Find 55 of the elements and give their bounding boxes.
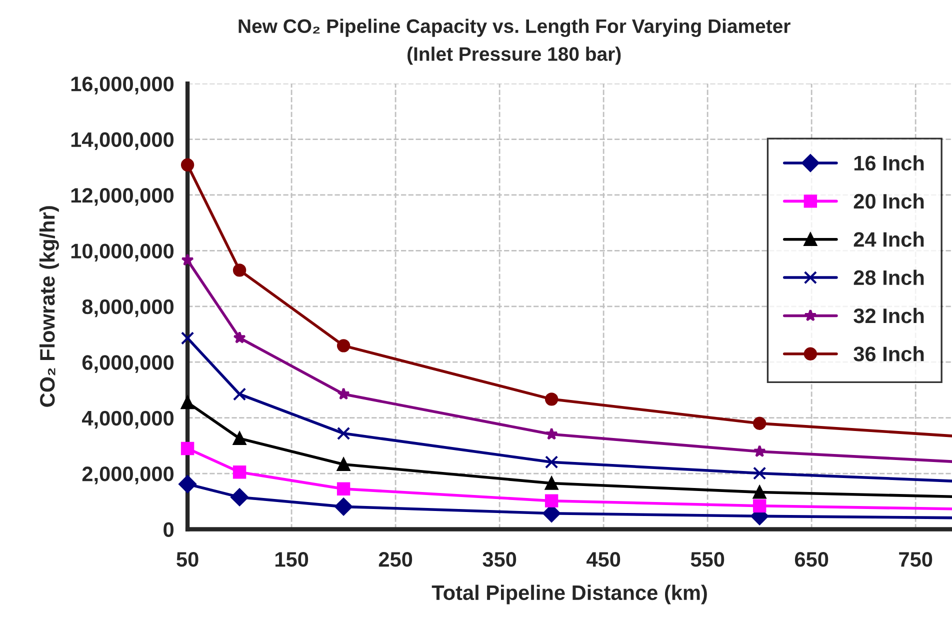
point	[544, 494, 558, 508]
x-tick-label: 450	[586, 552, 620, 567]
y-tick-label: 2,000,000	[82, 466, 174, 484]
x-tick-label: 150	[275, 552, 308, 567]
point	[180, 442, 194, 456]
point	[180, 158, 194, 172]
y-tick-label: 12,000,000	[71, 188, 174, 206]
point	[545, 428, 558, 440]
point	[752, 499, 766, 512]
point	[180, 396, 194, 410]
point	[336, 482, 350, 496]
point	[180, 332, 194, 345]
point	[336, 458, 350, 471]
point	[232, 388, 246, 401]
point	[232, 466, 246, 479]
y-tick-label: 0	[164, 522, 174, 537]
x-tick-label: 50	[176, 552, 198, 567]
y-axis-title: CO₂ Flowrate (kg/hr)	[39, 206, 59, 407]
x-tick-label: 250	[378, 552, 412, 567]
point	[336, 426, 350, 440]
legend-label: 24 Inch	[854, 232, 924, 247]
y-tick-label: 10,000,000	[71, 244, 174, 262]
y-tick-label: 8,000,000	[82, 299, 174, 318]
point	[178, 475, 196, 494]
point	[337, 388, 350, 400]
y-tick-label: 6,000,000	[82, 355, 174, 373]
x-tick-label: 650	[794, 552, 828, 567]
point	[753, 444, 766, 458]
point	[181, 254, 194, 266]
chart-subtitle: (Inlet Pressure 180 bar)	[408, 46, 621, 65]
point	[230, 488, 248, 506]
point	[752, 466, 766, 480]
chart-title: New CO₂ Pipeline Capacity vs. Length For Varying Diameter	[238, 18, 790, 37]
point	[544, 476, 558, 490]
point	[752, 486, 766, 499]
x-tick-label: 550	[690, 552, 724, 567]
point	[544, 456, 558, 469]
y-tick-label: 14,000,000	[71, 132, 174, 150]
x-tick-label: 350	[482, 552, 516, 567]
y-tick-label: 16,000,000	[71, 76, 174, 94]
x-tick-label: 750	[899, 552, 932, 567]
legend-label: 16 Inch	[854, 155, 924, 171]
y-tick-label: 4,000,000	[82, 410, 174, 429]
point	[336, 339, 350, 352]
point	[334, 498, 352, 516]
legend-label: 28 Inch	[854, 270, 924, 286]
x-axis-title: Total Pipeline Distance (km)	[432, 584, 707, 604]
point	[232, 432, 246, 446]
point	[752, 416, 766, 430]
point	[232, 264, 246, 277]
legend-label: 36 Inch	[854, 346, 924, 362]
point	[233, 331, 246, 344]
legend-label: 20 Inch	[854, 193, 924, 209]
point	[544, 392, 558, 406]
legend-label: 32 Inch	[854, 308, 924, 324]
